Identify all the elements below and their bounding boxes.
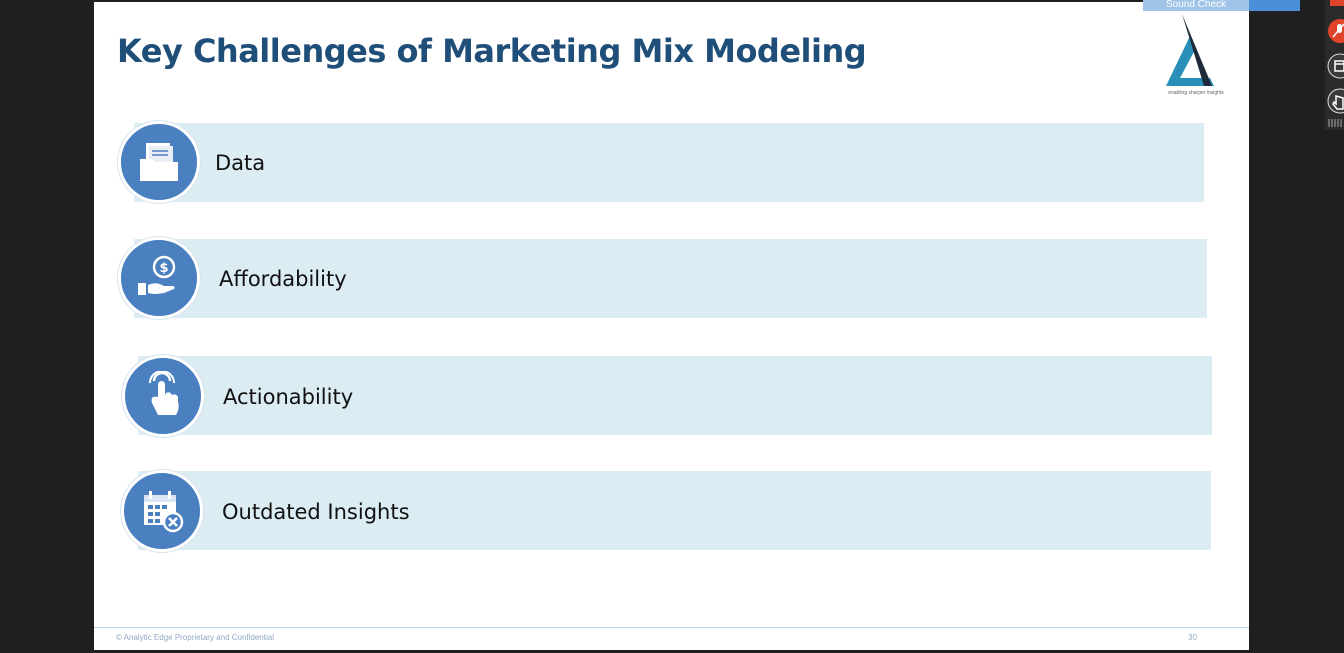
footer-divider xyxy=(94,627,1249,628)
page-number: 30 xyxy=(1188,633,1197,642)
sound-check-extension xyxy=(1249,0,1300,11)
slide-title: Key Challenges of Marketing Mix Modeling xyxy=(117,32,867,70)
status-indicator xyxy=(1330,0,1344,6)
sound-check-button[interactable]: Sound Check xyxy=(1143,0,1249,11)
challenge-bar-data xyxy=(134,123,1204,202)
footer-confidentiality: © Analytic Edge Proprietary and Confiden… xyxy=(116,633,274,642)
svg-text:$: $ xyxy=(159,261,168,276)
challenge-label-data: Data xyxy=(215,151,266,175)
analytic-edge-logo xyxy=(1166,14,1214,86)
challenge-label-actionability: Actionability xyxy=(223,385,354,409)
calendar-cancel-icon xyxy=(121,470,203,552)
challenge-bar-affordability xyxy=(134,239,1207,318)
presentation-slide: Key Challenges of Marketing Mix Modeling… xyxy=(94,2,1249,650)
toolbar-grip[interactable] xyxy=(1327,116,1344,130)
whiteboard-button[interactable] xyxy=(1327,52,1344,80)
pointer-tap-icon xyxy=(122,355,204,437)
hand-coin-icon: $ xyxy=(118,237,200,319)
microphone-muted-icon xyxy=(1328,19,1344,43)
challenge-bar-actionability xyxy=(138,356,1212,435)
folder-documents-icon xyxy=(118,121,200,203)
grip-icon xyxy=(1328,119,1342,127)
mute-microphone-button[interactable] xyxy=(1327,17,1344,45)
challenge-bar-outdated-insights xyxy=(138,471,1211,550)
logo-tagline: enabling sharper insights xyxy=(1168,90,1224,96)
challenge-label-affordability: Affordability xyxy=(219,267,347,291)
challenge-label-outdated-insights: Outdated Insights xyxy=(222,500,410,524)
window-icon xyxy=(1327,53,1344,79)
hand-raise-button[interactable] xyxy=(1327,87,1344,115)
hand-icon xyxy=(1327,88,1344,114)
